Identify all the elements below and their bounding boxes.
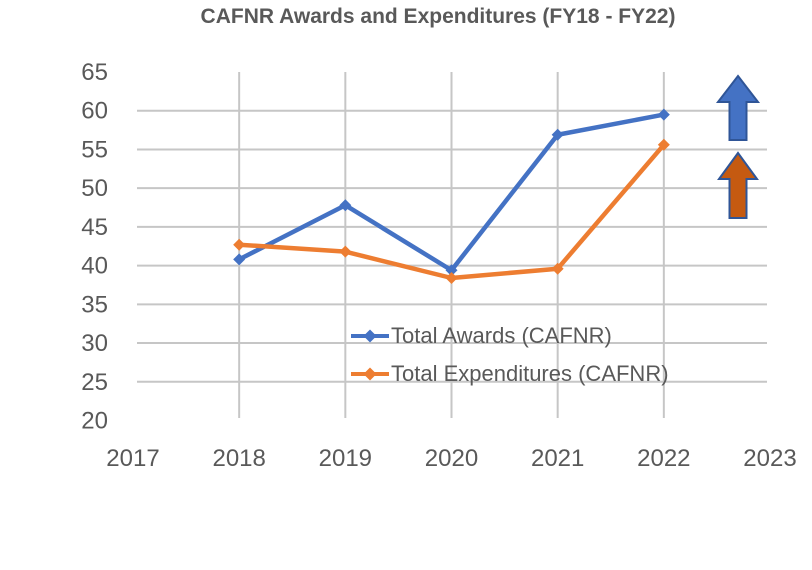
awards-up-arrow-icon bbox=[715, 74, 761, 141]
x-axis-tick-label: 2021 bbox=[531, 445, 584, 472]
data-point-marker bbox=[233, 253, 246, 266]
y-axis-tick-label: 30 bbox=[81, 330, 108, 357]
x-axis-tick-label: 2023 bbox=[743, 445, 796, 472]
y-axis-tick-label: 50 bbox=[81, 175, 108, 202]
expenditures-up-arrow-icon bbox=[717, 151, 759, 219]
y-axis-tick-label: 45 bbox=[81, 214, 108, 241]
data-point-marker bbox=[445, 264, 458, 277]
legend-label: Total Expenditures (CAFNR) bbox=[391, 361, 669, 386]
y-axis-tick-label: 35 bbox=[81, 291, 108, 318]
legend-line-diamond-icon bbox=[351, 367, 389, 381]
chart-title: CAFNR Awards and Expenditures (FY18 - FY… bbox=[200, 5, 676, 28]
x-axis-tick-label: 2019 bbox=[319, 445, 372, 472]
y-axis-tick-label: 55 bbox=[81, 136, 108, 163]
y-axis-tick-label: 40 bbox=[81, 253, 108, 280]
legend-item: Total Awards (CAFNR) bbox=[350, 317, 669, 355]
x-axis-tick-label: 2018 bbox=[212, 445, 265, 472]
data-point-marker bbox=[551, 128, 564, 141]
chart-legend: Total Awards (CAFNR) Total Expenditures (… bbox=[350, 317, 669, 393]
data-point-marker bbox=[445, 272, 458, 285]
data-point-marker bbox=[657, 108, 670, 121]
y-axis-tick-label: 20 bbox=[81, 408, 108, 435]
y-axis-tick-label: 60 bbox=[81, 98, 108, 125]
data-point-marker bbox=[551, 262, 564, 275]
x-axis-tick-label: 2022 bbox=[637, 445, 690, 472]
x-axis-tick-label: 2017 bbox=[106, 445, 159, 472]
x-axis-tick-label: 2020 bbox=[425, 445, 478, 472]
data-point-marker bbox=[233, 238, 246, 251]
y-axis-tick-label: 25 bbox=[81, 369, 108, 396]
data-point-marker bbox=[657, 138, 670, 151]
legend-item: Total Expenditures (CAFNR) bbox=[350, 355, 669, 393]
legend-line-diamond-icon bbox=[351, 329, 389, 343]
y-axis-tick-label: 65 bbox=[81, 59, 108, 86]
data-point-marker bbox=[339, 245, 352, 258]
data-point-marker bbox=[339, 199, 352, 212]
legend-label: Total Awards (CAFNR) bbox=[391, 323, 612, 348]
